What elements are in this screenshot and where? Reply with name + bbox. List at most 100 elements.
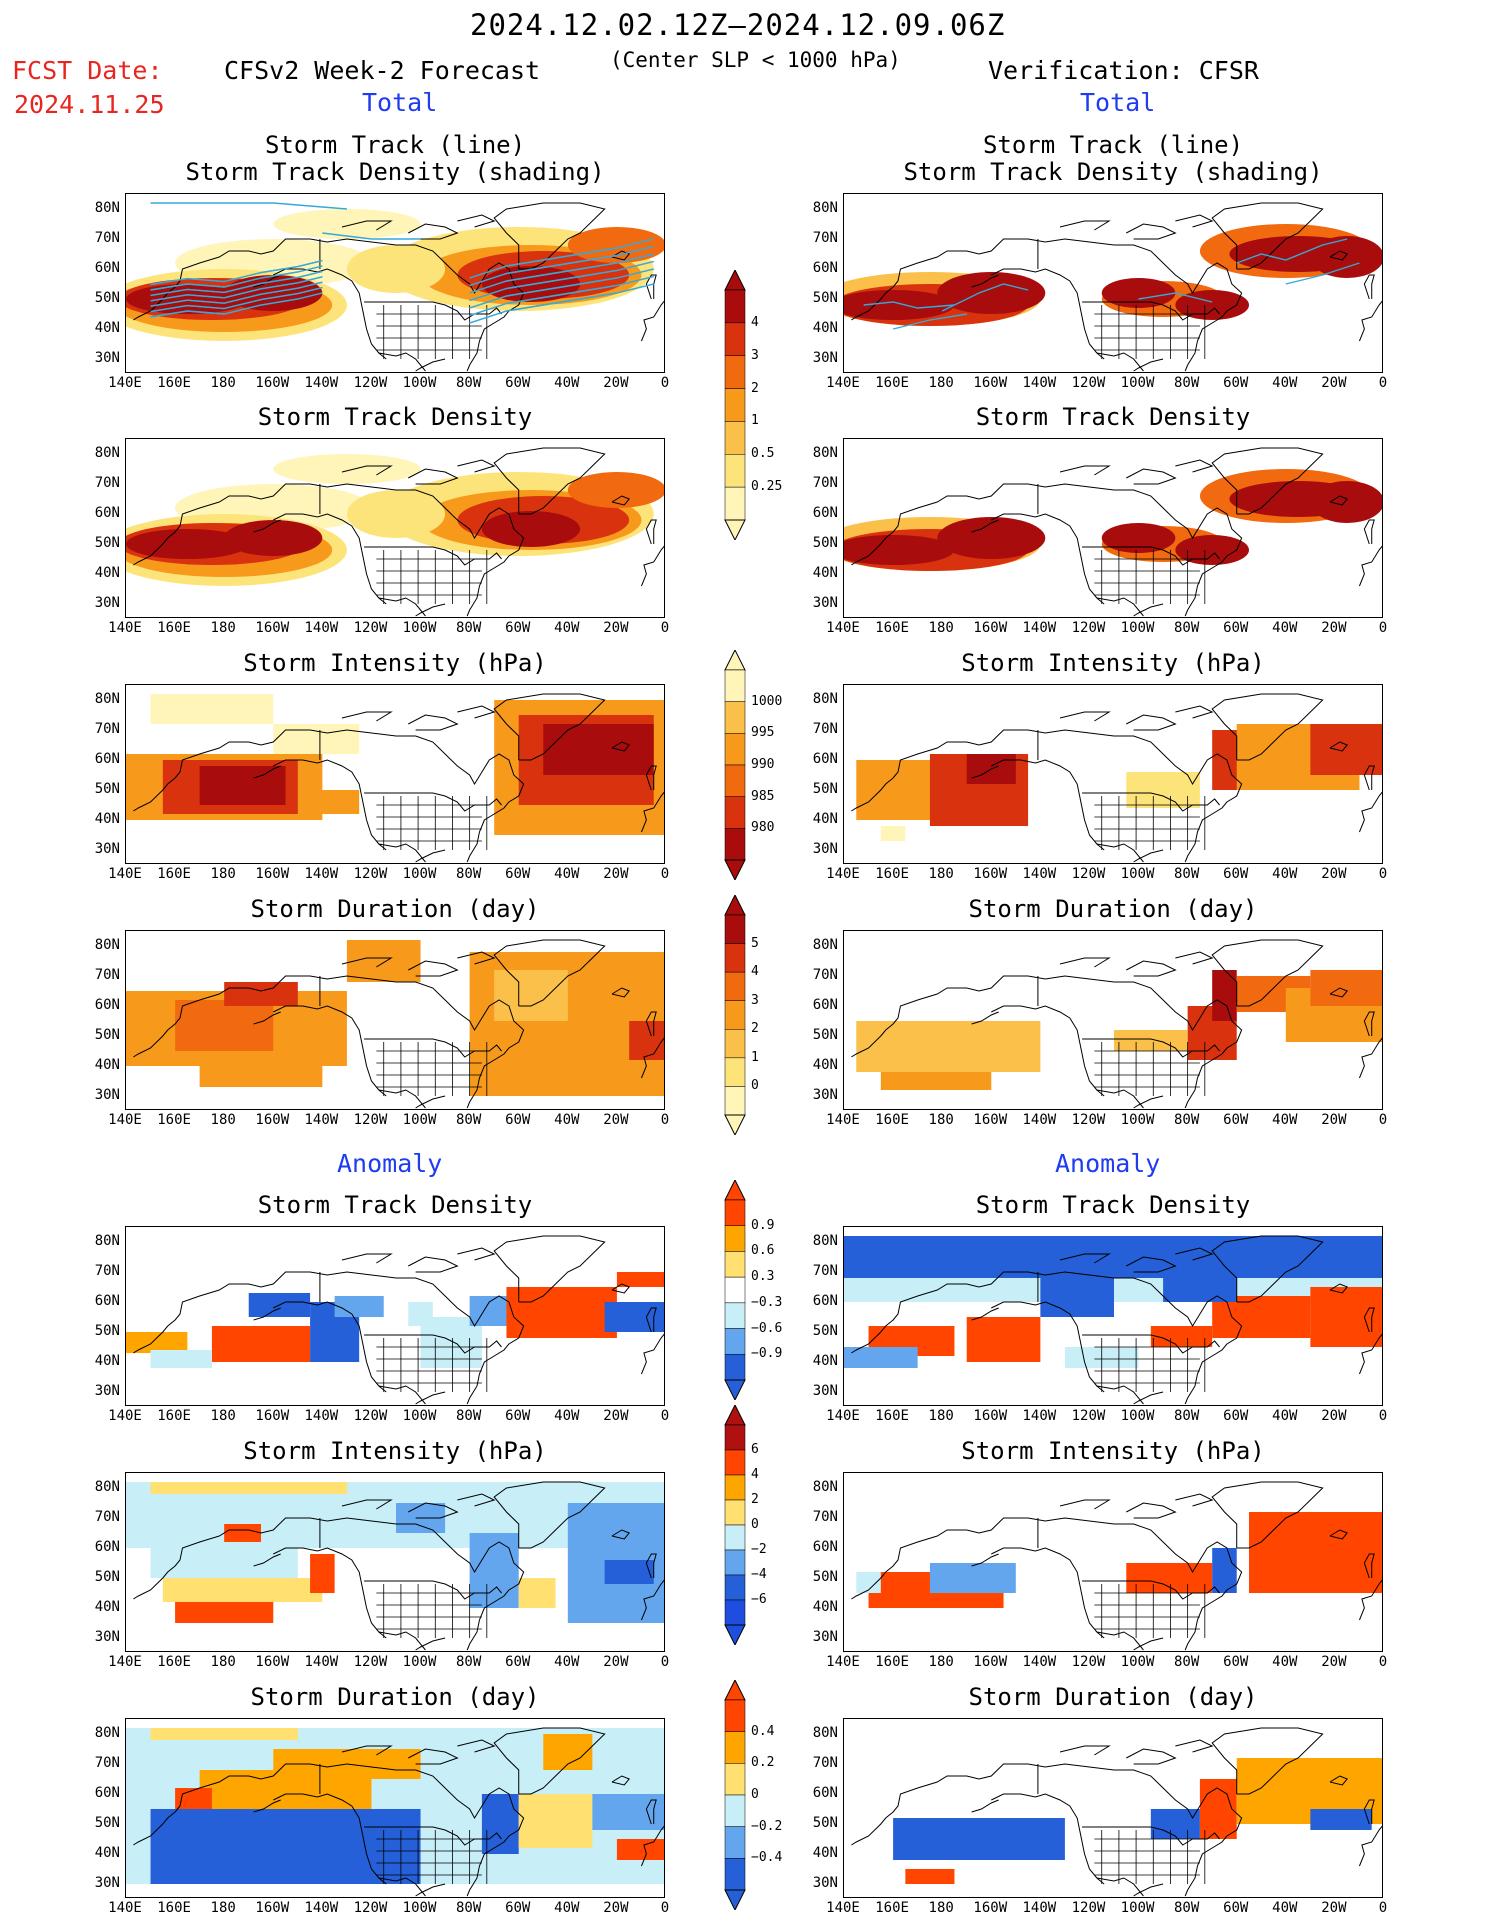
lon-tick-label: 140W [304, 1408, 339, 1424]
lon-tick-label: 60W [505, 1900, 531, 1916]
lon-tick-label: 100W [1120, 620, 1155, 636]
lon-tick-label: 140E [108, 866, 142, 882]
lat-tick-label: 50N [812, 1569, 838, 1585]
lon-tick-label: 160E [875, 620, 909, 636]
lon-tick-label: 180 [928, 866, 954, 882]
shading-cell [506, 1287, 617, 1338]
lat-tick-label: 30N [812, 350, 838, 366]
lon-tick-label: 140W [1022, 1408, 1057, 1424]
lon-tick-label: 0 [660, 1654, 670, 1670]
total-label-right: Total [1080, 88, 1156, 117]
shading-cell [150, 1728, 298, 1740]
shading-cell [150, 1482, 347, 1494]
colorbar-tick-label: 1000 [751, 693, 783, 709]
lon-tick-label: 140W [304, 1900, 339, 1916]
lon-tick-label: 80W [455, 1112, 482, 1128]
total-label-left: Total [362, 88, 438, 117]
lon-tick-label: 180 [210, 1654, 236, 1670]
lon-tick-label: 120W [1071, 866, 1106, 882]
shading-blob [567, 227, 664, 263]
lon-tick-label: 60W [505, 620, 531, 636]
lon-tick-label: 100W [1120, 1112, 1155, 1128]
shading-cell [162, 1578, 323, 1602]
colorbar-tick-label: 0.3 [751, 1269, 775, 1285]
shading-cell [604, 1302, 664, 1332]
lat-tick-label: 80N [812, 937, 838, 953]
shading-blob [346, 245, 446, 293]
lat-tick-label: 30N [94, 1875, 120, 1891]
shading-cell [844, 1236, 1382, 1278]
shading-blob [1310, 481, 1382, 523]
lon-tick-label: 100W [402, 620, 437, 636]
anomaly-label-right: Anomaly [1055, 1149, 1161, 1178]
lat-tick-label: 60N [94, 260, 120, 276]
shading-cell [844, 1347, 918, 1368]
lat-tick-label: 40N [94, 1057, 120, 1073]
lon-tick-label: 20W [603, 1408, 629, 1424]
lon-tick-label: 160E [875, 1112, 909, 1128]
shading-cell [150, 1809, 421, 1884]
lat-tick-label: 50N [94, 1569, 120, 1585]
lon-tick-label: 180 [928, 1408, 954, 1424]
shading-cell [150, 1350, 212, 1368]
colorbar-tick-label: −0.6 [751, 1320, 783, 1336]
lon-tick-label: 120W [1071, 1900, 1106, 1916]
map-duration-verification [843, 930, 1383, 1110]
colorbar-tick-label: −0.9 [751, 1346, 783, 1362]
panel-title-intensity-right: Storm Intensity (hPa) [961, 649, 1265, 677]
storm-track-lines [863, 238, 1360, 330]
lon-tick-label: 160W [255, 620, 290, 636]
lat-tick-label: 60N [94, 1539, 120, 1555]
lon-tick-label: 0 [660, 620, 670, 636]
shading-cell [616, 1272, 664, 1287]
lon-tick-label: 20W [1321, 1900, 1347, 1916]
lat-tick-label: 30N [94, 1383, 120, 1399]
shading-blob [844, 535, 955, 565]
lat-tick-label: 40N [94, 1353, 120, 1369]
lon-tick-label: 160W [973, 620, 1008, 636]
lon-tick-label: 140W [304, 620, 339, 636]
shading-cell [1310, 1809, 1372, 1830]
lon-tick-label: 140E [826, 1900, 860, 1916]
lat-tick-label: 50N [94, 290, 120, 306]
lon-tick-label: 100W [402, 1112, 437, 1128]
panel-title-anom-density-left: Storm Track Density [257, 1191, 533, 1219]
shading-cell [1114, 1030, 1188, 1051]
colorbar-tick-label: 2 [751, 1492, 759, 1507]
shading-cell [494, 970, 568, 1021]
map-anom-duration-forecast [125, 1718, 665, 1898]
lon-tick-label: 100W [1120, 1900, 1155, 1916]
lon-tick-label: 160E [157, 866, 191, 882]
lon-tick-label: 80W [1173, 1112, 1200, 1128]
lon-tick-label: 100W [402, 866, 437, 882]
shading-cell [224, 1524, 261, 1542]
shading-cell [1212, 970, 1237, 1021]
lat-tick-label: 30N [812, 1629, 838, 1645]
lon-tick-label: 80W [1173, 1654, 1200, 1670]
map-intensity-forecast [125, 684, 665, 864]
lon-tick-label: 160W [255, 1654, 290, 1670]
lon-tick-label: 140E [826, 866, 860, 882]
lat-tick-label: 60N [812, 997, 838, 1013]
lon-tick-label: 60W [505, 866, 531, 882]
lon-tick-label: 20W [1321, 1408, 1347, 1424]
colorbar-tick-label: 2 [751, 1021, 759, 1037]
colorbar-tick-label: 990 [751, 757, 775, 772]
criterion-label: (Center SLP < 1000 hPa) [610, 48, 901, 72]
lon-tick-label: 60W [1223, 375, 1249, 391]
lon-tick-label: 160W [255, 1900, 290, 1916]
colorbar-tick-label: 0.9 [751, 1217, 775, 1233]
shading-cell [150, 1548, 298, 1578]
lon-tick-label: 160E [157, 620, 191, 636]
colorbar-tick-label: −0.2 [751, 1818, 783, 1834]
lon-tick-label: 40W [1272, 375, 1298, 391]
coastlines [133, 1481, 664, 1651]
lon-tick-label: 180 [210, 866, 236, 882]
lon-tick-label: 20W [1321, 1112, 1347, 1128]
lat-tick-label: 40N [812, 320, 838, 336]
map-density-verification [843, 438, 1383, 618]
shading-blob [567, 472, 664, 508]
lat-tick-label: 50N [812, 535, 838, 551]
lat-tick-label: 80N [812, 1233, 838, 1249]
lon-tick-label: 180 [210, 1112, 236, 1128]
